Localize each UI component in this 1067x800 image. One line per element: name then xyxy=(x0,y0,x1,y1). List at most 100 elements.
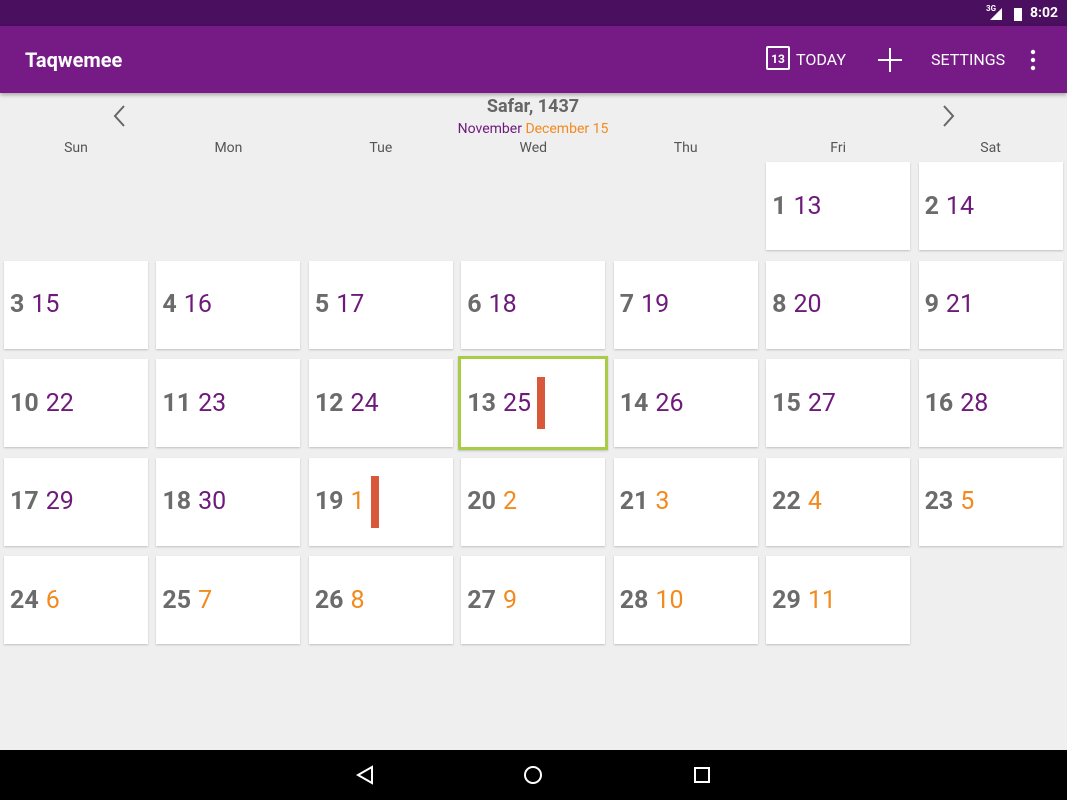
hijri-day: 21 xyxy=(619,487,649,516)
gregorian-day: 17 xyxy=(336,290,365,319)
day-cell[interactable]: 3 15 xyxy=(4,260,148,349)
gregorian-month: December 15 xyxy=(525,121,609,137)
day-cell[interactable]: 18 30 xyxy=(156,457,301,546)
gregorian-day: 9 xyxy=(502,585,518,615)
gregorian-day: 30 xyxy=(198,487,227,516)
hijri-day: 2 xyxy=(924,191,939,221)
weekday: Tue xyxy=(369,140,393,156)
weekday: Sat xyxy=(980,140,1001,156)
gregorian-month: November xyxy=(457,121,522,137)
day-cell[interactable]: 12 24 xyxy=(308,359,453,447)
hijri-day: 29 xyxy=(772,585,801,615)
gregorian-day: 3 xyxy=(655,487,670,516)
weekday: Thu xyxy=(673,140,698,156)
hijri-day: 12 xyxy=(314,388,344,418)
hijri-day: 3 xyxy=(10,290,25,319)
prev-month[interactable] xyxy=(108,102,132,130)
day-cell[interactable]: 9 21 xyxy=(918,260,1063,349)
gregorian-day: 23 xyxy=(198,388,227,418)
network: 3G xyxy=(986,4,997,13)
day-cell[interactable]: 19 1 xyxy=(308,457,453,546)
day-cell[interactable]: 8 20 xyxy=(766,260,911,349)
gregorian-day: 7 xyxy=(198,585,213,615)
gregorian-day: 26 xyxy=(655,388,684,418)
day-cell[interactable]: 7 19 xyxy=(613,260,758,349)
day-cell[interactable]: 10 22 xyxy=(4,359,148,447)
gregorian-day: 27 xyxy=(807,388,836,418)
status-icons xyxy=(990,8,1022,21)
weekday: Fri xyxy=(830,140,846,156)
day-cell[interactable]: 4 16 xyxy=(156,260,301,349)
day-cell[interactable]: 22 4 xyxy=(766,457,911,546)
day-cell[interactable]: 6 18 xyxy=(461,260,606,349)
day-cell[interactable]: 26 8 xyxy=(308,556,453,644)
gregorian-months: November December 15 xyxy=(333,121,733,137)
gregorian-day: 21 xyxy=(945,290,975,319)
hijri-day: 5 xyxy=(314,290,330,319)
hijri-month: Safar, 1437 xyxy=(486,96,580,117)
app-bar: Taqwemee 13 TODAY SETTINGS xyxy=(0,26,1067,93)
hijri-day: 17 xyxy=(10,487,39,516)
hijri-day: 28 xyxy=(619,585,649,615)
day-cell[interactable]: 28 10 xyxy=(613,556,758,644)
hijri-day: 27 xyxy=(467,585,496,615)
hijri-day: 13 xyxy=(467,388,496,418)
day-cell[interactable]: 20 2 xyxy=(461,457,606,546)
gregorian-day: 10 xyxy=(655,585,684,615)
day-cell[interactable]: 14 26 xyxy=(613,359,758,447)
day-cell[interactable]: 17 29 xyxy=(4,457,148,546)
gregorian-day: 8 xyxy=(350,585,365,615)
settings-button[interactable]: SETTINGS xyxy=(931,50,1006,69)
day-cell[interactable]: 25 7 xyxy=(156,556,301,644)
hijri-day: 1 xyxy=(772,191,787,221)
weekday: Wed xyxy=(519,140,548,156)
gregorian-day: 24 xyxy=(350,388,379,418)
day-cell[interactable]: 16 28 xyxy=(918,359,1063,447)
gregorian-day: 15 xyxy=(31,290,60,319)
gregorian-day: 5 xyxy=(960,487,975,516)
day-cell[interactable]: 5 17 xyxy=(308,260,453,349)
hijri-day: 25 xyxy=(162,585,192,615)
hijri-day: 24 xyxy=(10,585,39,615)
hijri-day: 19 xyxy=(314,487,344,516)
event-marker xyxy=(370,475,379,528)
hijri-day: 4 xyxy=(162,290,177,319)
event-marker xyxy=(537,377,546,429)
today-icon[interactable]: 13 xyxy=(766,46,790,70)
hijri-day: 10 xyxy=(10,388,39,418)
next-month[interactable] xyxy=(936,102,960,130)
add-button[interactable] xyxy=(876,46,904,74)
gregorian-day: 4 xyxy=(807,487,822,516)
gregorian-day: 13 xyxy=(793,191,822,221)
gregorian-day: 20 xyxy=(793,290,822,319)
gregorian-day: 2 xyxy=(502,487,518,516)
status-bar: 3G 8:02 xyxy=(0,0,1067,26)
hijri-day: 20 xyxy=(467,487,496,516)
day-cell[interactable]: 27 9 xyxy=(461,556,606,644)
day-cell[interactable]: 11 23 xyxy=(156,359,301,447)
day-cell[interactable]: 23 5 xyxy=(918,457,1063,546)
hijri-day: 18 xyxy=(162,487,192,516)
hijri-day: 26 xyxy=(314,585,344,615)
overflow-menu[interactable] xyxy=(1026,48,1040,72)
hijri-day: 16 xyxy=(924,388,954,418)
gregorian-day: 16 xyxy=(183,290,212,319)
day-cell[interactable]: 15 27 xyxy=(766,359,911,447)
day-cell[interactable]: 21 3 xyxy=(613,457,758,546)
nav-bar xyxy=(0,750,1067,800)
gregorian-day: 18 xyxy=(488,290,517,319)
day-cell[interactable]: 2 14 xyxy=(918,162,1063,250)
hijri-day: 11 xyxy=(162,388,192,418)
gregorian-day: 14 xyxy=(945,191,975,221)
gregorian-day: 11 xyxy=(807,585,836,615)
today-button[interactable]: TODAY xyxy=(796,50,846,69)
weekday: Sun xyxy=(64,140,88,156)
gregorian-day: 25 xyxy=(502,388,532,418)
day-cell[interactable]: 13 25 xyxy=(458,356,609,450)
day-cell[interactable]: 1 13 xyxy=(766,162,911,250)
gregorian-day: 19 xyxy=(641,290,670,319)
day-cell[interactable]: 29 11 xyxy=(766,556,911,644)
gregorian-day: 1 xyxy=(350,487,365,516)
day-cell[interactable]: 24 6 xyxy=(4,556,148,644)
